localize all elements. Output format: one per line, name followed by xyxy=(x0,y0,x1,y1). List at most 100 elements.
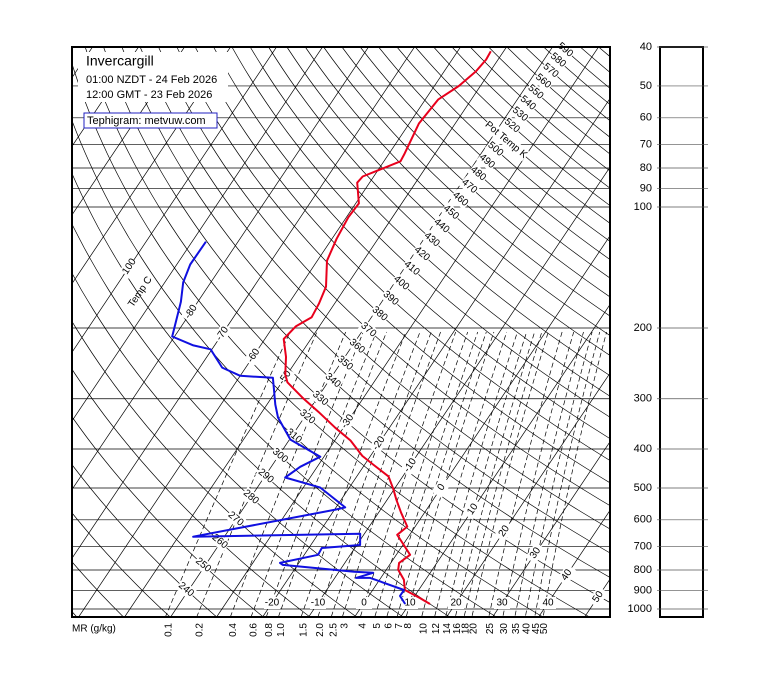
surface-isotherm-label: 30 xyxy=(496,598,508,609)
mixing-ratio-line xyxy=(488,331,563,617)
y-tick-label: 40 xyxy=(640,41,652,53)
label-backdrop xyxy=(356,597,372,609)
mixing-ratio-line xyxy=(434,331,518,617)
label-backdrop xyxy=(400,454,421,477)
source-box xyxy=(83,112,218,129)
profile-layer xyxy=(171,50,492,605)
label-backdrop xyxy=(539,60,562,81)
mixing-ratio-line xyxy=(421,331,508,617)
isentrope xyxy=(488,47,610,155)
isotherm xyxy=(538,509,610,617)
label-backdrop xyxy=(494,597,510,609)
isentrope xyxy=(359,47,610,279)
isentrope xyxy=(451,47,610,189)
label-backdrop xyxy=(532,70,554,92)
y-tick-label: 500 xyxy=(634,482,652,494)
mixing-ratio-label: 0.1 xyxy=(163,623,174,637)
label-backdrop xyxy=(255,465,277,487)
label-backdrop xyxy=(322,370,344,392)
isotherm xyxy=(400,303,610,617)
isotherm xyxy=(124,47,507,617)
label-backdrop xyxy=(264,597,280,609)
surface-isotherm-label: 20 xyxy=(450,598,462,609)
y-tick-label: 60 xyxy=(640,112,652,124)
isotherm-label: 0 xyxy=(436,482,448,493)
y-tick-label: 90 xyxy=(640,182,652,194)
isentrope xyxy=(176,47,610,484)
mixing-ratio-label: 30 xyxy=(499,623,510,635)
mixing-ratio-label: 10 xyxy=(418,623,429,635)
mixing-ratio-label: 16 xyxy=(452,623,463,635)
label-backdrop xyxy=(547,49,569,71)
label-backdrop xyxy=(175,579,197,600)
mixing-ratio-label: 1.5 xyxy=(298,623,309,637)
label-backdrop xyxy=(482,118,530,162)
isentrope xyxy=(72,172,498,617)
mixing-ratio-label: 45 xyxy=(531,623,542,635)
isentrope xyxy=(72,464,218,617)
label-backdrop xyxy=(509,103,531,125)
mixing-ratio-line xyxy=(534,331,601,617)
label-backdrop xyxy=(309,388,332,409)
y-tick-label: 700 xyxy=(634,541,652,553)
isotherm xyxy=(262,97,610,617)
label-backdrop xyxy=(501,115,523,137)
label-backdrop xyxy=(269,445,291,467)
label-backdrop xyxy=(467,163,489,185)
label-backdrop xyxy=(440,202,462,223)
mixing-ratio-line xyxy=(374,331,469,617)
label-backdrop xyxy=(334,352,356,374)
isentrope xyxy=(341,47,610,298)
mixing-ratio-label: 0.4 xyxy=(228,623,239,637)
isentrope xyxy=(378,47,610,260)
mixing-ratio-label: 4 xyxy=(357,623,368,629)
label-backdrop xyxy=(484,138,507,160)
isotherm-minor xyxy=(72,47,323,422)
surface-isotherm-label: 0 xyxy=(361,598,367,609)
chart-title: Invercargill xyxy=(86,53,154,69)
mixing-ratio-line xyxy=(502,331,575,617)
profile-line xyxy=(282,50,492,605)
mixing-ratio-label: 14 xyxy=(442,623,453,635)
isotherm xyxy=(72,47,277,353)
label-backdrop xyxy=(212,322,233,345)
isentrope xyxy=(194,47,610,461)
isentrope xyxy=(469,47,610,172)
label-backdrop xyxy=(240,486,262,508)
mixing-ratio-label: 1.0 xyxy=(276,623,287,637)
label-backdrop xyxy=(296,406,319,428)
mixing-ratio-line xyxy=(386,331,479,617)
mixing-ratio-label: 20 xyxy=(468,623,479,635)
mixing-ratio-label: 25 xyxy=(485,623,496,635)
mixing-ratio-label: 0.2 xyxy=(195,623,206,637)
mixing-ratio-line xyxy=(250,331,364,617)
label-backdrop xyxy=(401,257,423,279)
label-backdrop xyxy=(421,229,443,251)
isentrope xyxy=(72,272,404,617)
y-tick-label: 300 xyxy=(634,393,652,405)
mixing-ratio-label: 18 xyxy=(461,623,472,635)
mixing-ratio-line xyxy=(341,331,441,617)
plot-frame xyxy=(71,46,611,618)
source: Tephigram: metvuw.com xyxy=(87,115,206,127)
title-backdrop xyxy=(78,52,228,102)
surface-isotherm-label: 40 xyxy=(542,598,554,609)
label-backdrop xyxy=(379,287,402,309)
y-tick-label: 1000 xyxy=(628,603,652,615)
surface-isotherm-label: -10 xyxy=(311,598,326,609)
isotherm xyxy=(354,235,610,617)
mixing-ratio-line xyxy=(463,331,543,617)
label-backdrop xyxy=(556,564,577,586)
y-tick-label: 200 xyxy=(634,322,652,334)
y-tick-label: 600 xyxy=(634,514,652,526)
label-backdrop xyxy=(462,498,483,521)
isentrope xyxy=(506,47,610,138)
mixing-ratio-line xyxy=(265,331,377,617)
isentrope xyxy=(286,47,610,356)
isentrope xyxy=(72,320,358,617)
mixing-ratio-label: 7 xyxy=(394,623,405,629)
mixing-ratio-line xyxy=(542,331,607,617)
label-backdrop xyxy=(448,597,464,609)
mixing-ratio-line xyxy=(454,331,535,617)
label-backdrop xyxy=(192,554,214,576)
